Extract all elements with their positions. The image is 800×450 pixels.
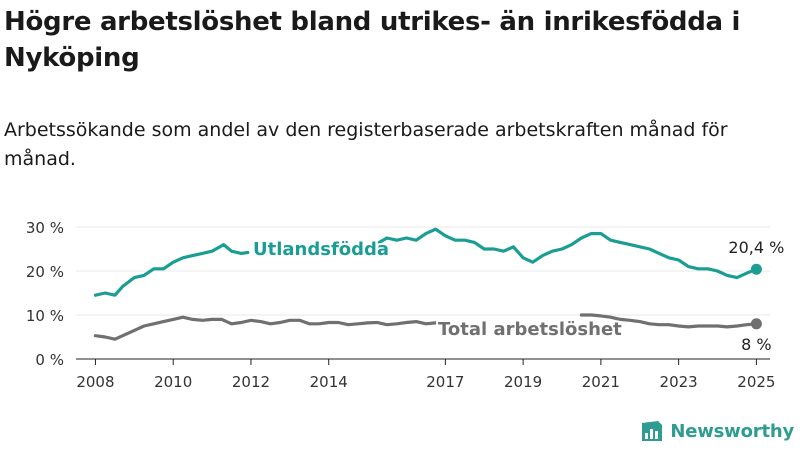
x-tick-label: 2012 xyxy=(232,373,270,391)
chart-title: Högre arbetslöshet bland utrikes- än inr… xyxy=(4,7,741,73)
x-tick-label: 2017 xyxy=(426,373,464,391)
x-tick-label: 2023 xyxy=(660,373,698,391)
chart-plot-area: 0 % 10 % 20 % 30 % 2008 2010 2012 2014 2017 2019 2… xyxy=(26,219,784,391)
x-tick-label: 2014 xyxy=(310,373,348,391)
x-tick-label: 2025 xyxy=(737,373,775,391)
series-label-total-arbetsloshet: Total arbetslöshet xyxy=(438,319,622,340)
y-tick-label: 30 % xyxy=(26,219,64,237)
brand-name: Newsworthy xyxy=(670,420,794,442)
newsworthy-logo-icon xyxy=(642,421,663,441)
y-tick-label: 10 % xyxy=(26,307,64,325)
x-tick-label: 2021 xyxy=(582,373,620,391)
x-tick-label: 2010 xyxy=(154,373,192,391)
line-chart: 0 % 10 % 20 % 30 % 2008 2010 2012 2014 2017 2019 2… xyxy=(0,200,800,400)
series-line-utlandsfodda xyxy=(93,227,758,297)
y-tick-label: 0 % xyxy=(35,351,64,369)
end-label-total-arbetsloshet: 8 % xyxy=(741,335,771,354)
series-line-total-arbetsloshet xyxy=(93,313,758,341)
end-point-utlandsfodda xyxy=(750,263,762,275)
x-tick-label: 2019 xyxy=(504,373,542,391)
end-label-utlandsfodda: 20,4 % xyxy=(728,238,784,257)
y-tick-label: 20 % xyxy=(26,263,64,281)
chart-subtitle: Arbetssökande som andel av den registerb… xyxy=(4,119,728,170)
series-label-utlandsfodda: Utlandsfödda xyxy=(253,239,389,260)
x-tick-label: 2008 xyxy=(76,373,114,391)
end-point-total-arbetsloshet xyxy=(750,318,762,330)
newsworthy-brand[interactable]: Newsworthy xyxy=(640,416,794,446)
